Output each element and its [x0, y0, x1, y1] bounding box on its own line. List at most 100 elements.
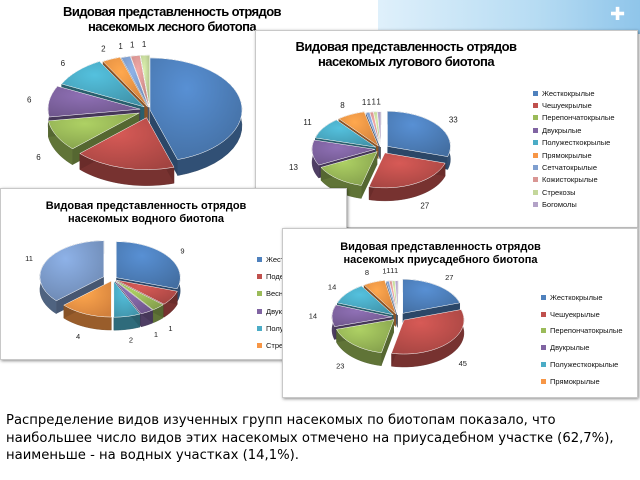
pie-slice-0-6 — [120, 56, 149, 108]
slice-label-0-4: 6 — [61, 59, 66, 68]
legend-item: Стрекозы — [533, 186, 633, 198]
legend-item: Жест — [257, 251, 297, 268]
legend-item: Полу — [257, 320, 297, 337]
water-chart-legend: Жест Поде Весн Двук Полу Стре — [257, 251, 297, 354]
meadow-pie-chart: 332715131181111 — [289, 97, 458, 210]
slice-label-1-0: 33 — [449, 115, 458, 124]
legend-label: Жесткокрылые — [550, 292, 603, 302]
pie-slice-0-4 — [61, 61, 146, 108]
pie-slice-0-1 — [79, 117, 175, 170]
legend-label: Стре — [266, 341, 284, 351]
slice-label-2-3: 1 — [154, 330, 158, 339]
legend-item: Перепончатокрылые — [533, 112, 633, 124]
pie-slice-1-2 — [320, 151, 378, 186]
pie-slice-1-5 — [338, 111, 379, 147]
pie-slice-0-3 — [47, 85, 141, 118]
slice-label-0-7: 1 — [130, 41, 135, 50]
slice-label-3-3: 14 — [309, 311, 317, 320]
pie-slice-0-8 — [140, 54, 151, 108]
homestead-chart-title: Видовая представленность отрядов насеком… — [340, 241, 541, 266]
slice-label-1-3: 13 — [289, 163, 298, 172]
legend-swatch — [257, 291, 262, 297]
legend-label: Жесткокрылые — [542, 88, 595, 98]
pie-slice-wall-0-0-1 — [150, 110, 178, 176]
legend-item: Полужесткокрылые — [541, 356, 635, 373]
legend-item: Сетчатокрылые — [533, 161, 633, 173]
legend-item: Двукрылые — [541, 339, 635, 356]
pie-slice-0-5 — [102, 56, 148, 108]
homestead-chart-panel: Видовая представленность отрядов насеком… — [282, 228, 638, 398]
legend-label: Кожистокрылые — [542, 175, 598, 185]
pie-slice-1-3 — [311, 139, 376, 166]
legend-label: Двукрылые — [542, 125, 582, 135]
slice-label-1-9: 1 — [376, 97, 381, 106]
legend-label: Жест — [266, 255, 285, 265]
legend-item: Прямокрылые — [541, 373, 635, 390]
legend-item: Кожистокрылые — [533, 174, 633, 186]
legend-label: Перепончатокрылые — [542, 113, 615, 123]
slice-label-3-8: 1 — [390, 266, 394, 275]
pie-slice-2-3 — [114, 280, 154, 315]
legend-label: Двукрылые — [550, 343, 590, 353]
legend-label: Сетчатокрылые — [542, 163, 597, 173]
legend-swatch — [541, 328, 546, 334]
legend-item: Весн — [257, 285, 297, 302]
pie-slice-3-2 — [336, 319, 395, 354]
legend-swatch — [541, 362, 546, 368]
legend-swatch — [533, 127, 538, 133]
pie-slice-3-6 — [385, 280, 398, 315]
legend-item: Двук — [257, 303, 297, 320]
legend-item: Стре — [257, 337, 297, 354]
legend-label: Перепончатокрылые — [550, 326, 623, 336]
pie-slice-1-0 — [387, 111, 451, 157]
slice-label-1-7: 1 — [367, 98, 372, 107]
slice-label-2-2: 1 — [168, 324, 172, 333]
legend-label: Прямокрылые — [550, 376, 600, 386]
legend-swatch — [541, 378, 546, 384]
forest-chart-title: Видовая представленность отрядов насеком… — [63, 4, 281, 34]
slice-label-2-0: 9 — [180, 247, 184, 256]
water-chart-title: Видовая представленность отрядов насеком… — [45, 200, 247, 225]
legend-item: Двукрылые — [533, 124, 633, 136]
slice-label-3-0: 27 — [445, 273, 453, 282]
legend-label: Полужесткокрылые — [550, 360, 619, 370]
pie-slice-1-6 — [365, 112, 381, 147]
legend-item: Перепончатокрылые — [541, 323, 635, 340]
legend-swatch — [257, 343, 262, 349]
sparkle-icon: ✚ — [610, 4, 626, 25]
pie-slice-2-0 — [115, 241, 181, 290]
legend-swatch — [541, 311, 546, 317]
slice-label-3-2: 23 — [336, 362, 344, 371]
pie-slice-3-4 — [336, 285, 395, 316]
slice-label-0-6: 1 — [118, 42, 123, 51]
pie-slice-3-3 — [331, 304, 393, 327]
legend-label: Богомолы — [542, 200, 577, 210]
legend-label: Двук — [266, 306, 282, 316]
slide-decoration-band — [378, 0, 640, 34]
legend-swatch — [533, 90, 538, 96]
forest-pie-chart: 28116662111 — [27, 40, 266, 186]
slice-label-3-1: 45 — [459, 359, 467, 368]
legend-swatch — [533, 189, 538, 195]
slice-label-2-4: 2 — [129, 335, 133, 344]
legend-item: Чешуекрылые — [541, 306, 635, 323]
legend-swatch — [541, 345, 546, 351]
legend-item: Чешуекрылые — [533, 99, 633, 111]
legend-item: Богомолы — [533, 199, 633, 211]
homestead-chart-legend: Жесткокрылые Чешуекрылые Перепончатокрылые… — [541, 289, 635, 390]
legend-item: Прямокрылые — [533, 149, 633, 161]
slice-label-1-8: 1 — [371, 97, 376, 106]
pie-slice-2-2 — [115, 280, 164, 311]
slice-label-2-6: 11 — [25, 254, 33, 263]
legend-swatch — [533, 140, 538, 146]
slice-label-3-6: 1 — [382, 267, 386, 276]
pie-slice-2-5 — [63, 280, 112, 318]
legend-item: Жесткокрылые — [541, 289, 635, 306]
legend-label: Прямокрылые — [542, 150, 592, 160]
pie-slice-2-6 — [39, 240, 105, 302]
legend-label: Полу — [266, 323, 284, 333]
pie-slice-3-1 — [391, 309, 465, 355]
pie-slice-0-7 — [130, 55, 150, 108]
legend-swatch — [533, 115, 538, 121]
legend-swatch — [257, 308, 262, 314]
